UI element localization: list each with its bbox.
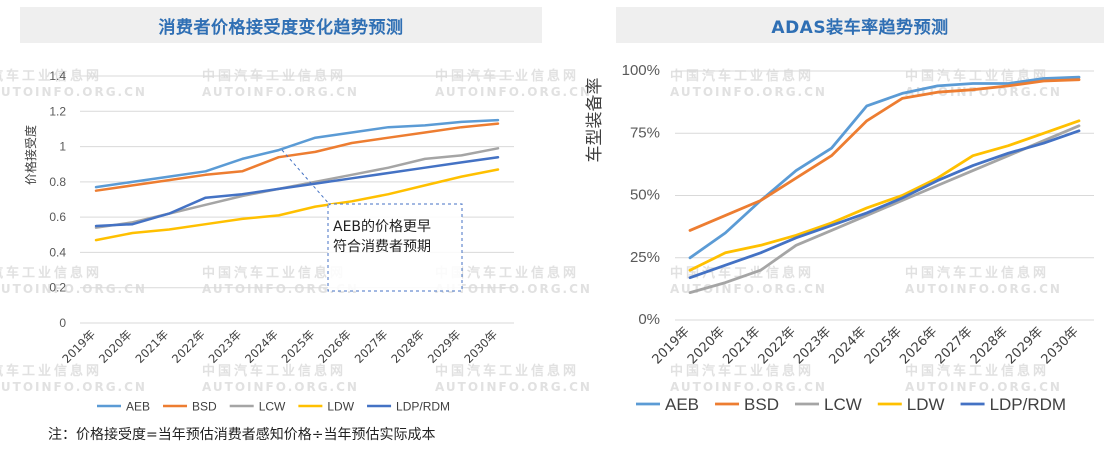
series-line-ldw: [688, 119, 1081, 272]
x-tick-label: 2022年: [756, 324, 799, 367]
series-line-bsd: [94, 122, 500, 192]
watermark-en: AUTOINFO.ORG.CN: [202, 282, 359, 296]
x-tick-label: 2027年: [352, 327, 391, 366]
y-tick-label: 100%: [622, 62, 660, 79]
x-tick-label: 2028年: [388, 327, 427, 366]
x-tick-label: 2029年: [425, 327, 464, 366]
watermark-en: AUTOINFO.ORG.CN: [435, 85, 592, 99]
y-tick-label: 1.4: [49, 69, 66, 83]
x-tick-label: 2026年: [315, 327, 354, 366]
watermark-cn: 中国汽车工业信息网: [670, 265, 814, 281]
legend-label: BSD: [192, 399, 217, 413]
footnote: 注：价格接受度=当年预估消费者感知价格÷当年预估实际成本: [48, 427, 436, 443]
series-line-ldp-rdm: [688, 129, 1081, 280]
watermark-en: AUTOINFO.ORG.CN: [905, 380, 1062, 394]
left-chart-title: 消费者价格接受度变化趋势预测: [20, 7, 542, 43]
watermark-en: AUTOINFO.ORG.CN: [202, 380, 359, 394]
watermark-en: AUTOINFO.ORG.CN: [435, 380, 592, 394]
legend-label: AEB: [126, 399, 150, 413]
x-tick-label: 2023年: [206, 327, 245, 366]
y-tick-label: 0.6: [49, 210, 66, 224]
watermark-en: AUTOINFO.ORG.CN: [0, 85, 147, 99]
annotation-line-2: 符合消费者预期: [333, 239, 431, 255]
series-line-aeb: [94, 118, 500, 189]
series-line-aeb: [688, 75, 1081, 260]
annotation-pointer: [281, 149, 331, 206]
y-tick-label: 1: [59, 140, 66, 154]
y-tick-label: 0%: [638, 311, 660, 328]
watermark-layer: 汽车工业信息网AUTOINFO.ORG.CN中国汽车工业信息网AUTOINFO.…: [0, 68, 1062, 394]
x-tick-label: 2030年: [461, 327, 500, 366]
y-axis-title: 车型装备率: [585, 78, 605, 163]
series-line-bsd: [688, 78, 1081, 232]
annotation-text: AEB的价格更早 符合消费者预期: [333, 217, 461, 257]
legend-label: LDW: [907, 395, 945, 414]
annotation-line-1: AEB的价格更早: [333, 219, 432, 235]
watermark-en: AUTOINFO.ORG.CN: [905, 282, 1062, 296]
watermark-en: AUTOINFO.ORG.CN: [435, 282, 592, 296]
series-line-lcw: [688, 124, 1081, 295]
x-tick-label: 2024年: [826, 324, 869, 367]
series-line-ldw: [94, 168, 500, 242]
y-tick-label: 0.4: [49, 245, 66, 259]
watermark-cn: 中国汽车工业信息网: [435, 265, 579, 281]
legend-label: LCW: [824, 395, 862, 414]
watermark-cn: 中国汽车工业信息网: [670, 363, 814, 379]
watermark-cn: 中国汽车工业信息网: [202, 363, 346, 379]
watermark-cn: 汽车工业信息网: [0, 265, 102, 281]
watermark-cn: 中国汽车工业信息网: [202, 265, 346, 281]
watermark-en: AUTOINFO.ORG.CN: [202, 85, 359, 99]
watermark-en: AUTOINFO.ORG.CN: [905, 85, 1062, 99]
watermark-cn: 汽车工业信息网: [0, 363, 102, 379]
legend-label: LDP/RDM: [990, 395, 1067, 414]
y-tick-label: 75%: [630, 124, 660, 141]
x-tick-label: 2019年: [59, 327, 98, 366]
watermark-en: AUTOINFO.ORG.CN: [0, 380, 147, 394]
y-tick-label: 0.8: [49, 175, 66, 189]
watermark-cn: 中国汽车工业信息网: [905, 68, 1049, 84]
x-tick-label: 2026年: [897, 324, 940, 367]
x-tick-label: 2025年: [862, 324, 905, 367]
y-tick-label: 1.2: [49, 104, 66, 118]
watermark-cn: 汽车工业信息网: [0, 68, 102, 84]
x-tick-label: 2020年: [96, 327, 135, 366]
legend-label: LDW: [327, 399, 354, 413]
x-tick-label: 2024年: [242, 327, 281, 366]
x-tick-label: 2029年: [1003, 324, 1046, 367]
y-tick-label: 0.2: [49, 281, 66, 295]
legend-label: LDP/RDM: [396, 399, 450, 413]
y-tick-label: 50%: [630, 187, 660, 204]
legend-label: LCW: [259, 399, 286, 413]
y-tick-label: 0: [59, 316, 66, 330]
x-tick-label: 2027年: [933, 324, 976, 367]
watermark-en: AUTOINFO.ORG.CN: [670, 282, 827, 296]
x-tick-label: 2022年: [169, 327, 208, 366]
watermark-cn: 中国汽车工业信息网: [435, 363, 579, 379]
legend-label: BSD: [744, 395, 779, 414]
watermark-en: AUTOINFO.ORG.CN: [670, 85, 827, 99]
right-chart-title: ADAS装车率趋势预测: [616, 7, 1104, 43]
watermark-cn: 中国汽车工业信息网: [905, 265, 1049, 281]
watermark-cn: 中国汽车工业信息网: [905, 363, 1049, 379]
x-tick-label: 2020年: [685, 324, 728, 367]
x-tick-label: 2023年: [791, 324, 834, 367]
x-tick-label: 2025年: [279, 327, 318, 366]
x-tick-label: 2021年: [132, 327, 171, 366]
annotation-box: [327, 203, 463, 292]
x-tick-label: 2028年: [968, 324, 1011, 367]
watermark-cn: 中国汽车工业信息网: [670, 68, 814, 84]
right-chart: 0% 25% 50% 75% 100% 2019年2020年2021年2022年2023年…: [585, 62, 1094, 414]
watermark-en: AUTOINFO.ORG.CN: [0, 282, 147, 296]
series-line-ldp-rdm: [94, 155, 500, 228]
y-tick-label: 25%: [630, 249, 660, 266]
legend-label: AEB: [665, 395, 699, 414]
watermark-en: AUTOINFO.ORG.CN: [670, 380, 827, 394]
y-axis-title: 价格接受度: [23, 125, 38, 185]
x-tick-label: 2030年: [1039, 324, 1082, 367]
x-tick-label: 2019年: [650, 324, 693, 367]
x-tick-label: 2021年: [720, 324, 763, 367]
